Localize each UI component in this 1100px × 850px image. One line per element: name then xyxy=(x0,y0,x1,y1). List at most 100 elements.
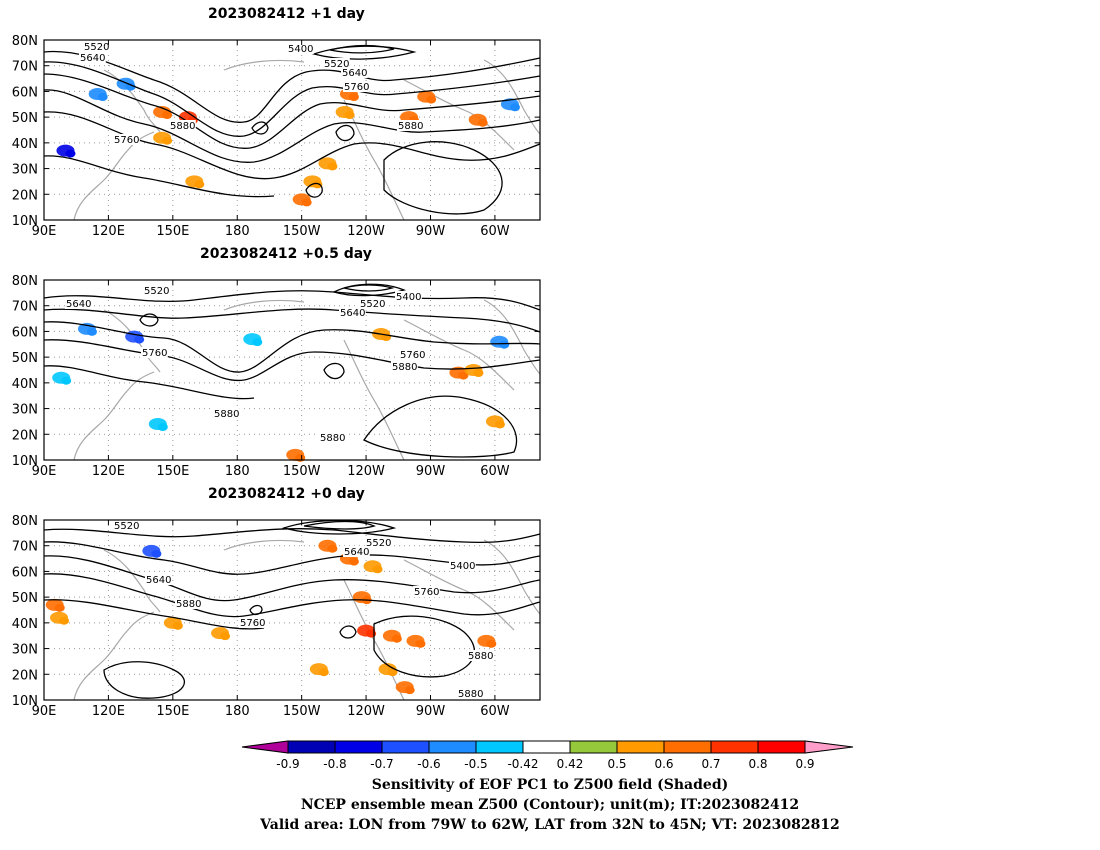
coastline xyxy=(223,539,305,551)
shading-spot xyxy=(220,632,231,641)
shading-spot xyxy=(65,149,76,158)
lon-tick-label: 90W xyxy=(416,704,446,719)
contour-label: 5520 xyxy=(84,42,109,53)
contour-label: 5520 xyxy=(324,59,349,70)
coastline xyxy=(403,79,515,151)
coastline xyxy=(483,539,541,615)
contour-label: 5520 xyxy=(114,521,139,532)
coastline xyxy=(483,59,541,135)
map-frame xyxy=(43,279,541,461)
shading-spot xyxy=(97,93,108,101)
lat-tick-label: 50N xyxy=(12,351,38,366)
lon-tick-label: 120E xyxy=(92,224,125,239)
contour-label: 5880 xyxy=(468,651,493,662)
lon-tick-label: 180 xyxy=(225,704,250,719)
shading-spot xyxy=(477,118,488,127)
grid-lines xyxy=(44,40,540,220)
contour-label-bg xyxy=(141,347,168,358)
contour-label: 5880 xyxy=(392,362,417,373)
contour-line xyxy=(305,182,323,198)
contour-label: 5520 xyxy=(360,299,385,310)
contour-line xyxy=(43,555,541,602)
shading-spot xyxy=(387,668,398,677)
coastline xyxy=(73,131,155,221)
grid-lines xyxy=(44,280,540,460)
contour-label: 5400 xyxy=(396,292,421,303)
lat-tick-label: 50N xyxy=(12,111,38,126)
contour-line xyxy=(43,599,265,630)
contour-label-bg xyxy=(319,432,346,443)
lon-tick-label: 150E xyxy=(156,704,189,719)
lat-tick-label: 40N xyxy=(12,137,38,152)
contour-label-bg xyxy=(287,43,314,54)
lat-tick-label: 10N xyxy=(12,694,38,709)
lon-tick-label: 90W xyxy=(416,224,446,239)
caption-line-2: NCEP ensemble mean Z500 (Contour); unit(… xyxy=(300,797,800,813)
contour-label: 5760 xyxy=(344,82,369,93)
coastline xyxy=(403,319,515,391)
z500-contours xyxy=(43,283,541,458)
contour-label-bg xyxy=(145,574,172,585)
colorbar-box xyxy=(616,740,665,754)
lon-tick-label: 120W xyxy=(347,464,385,479)
contour-label: 5520 xyxy=(144,286,169,297)
lon-tick-label: 150W xyxy=(283,704,321,719)
shading-spot xyxy=(61,376,72,385)
contour-line xyxy=(43,290,541,311)
panel-title-2: 2023082412 +0.5 day xyxy=(200,246,372,262)
coastline xyxy=(483,299,541,375)
contour-line xyxy=(249,604,263,616)
contour-line xyxy=(335,124,355,142)
colorbar-label: -0.8 xyxy=(323,757,346,771)
colorbar-label: 0.7 xyxy=(701,757,720,771)
coastlines xyxy=(73,299,541,461)
lon-tick-label: 150W xyxy=(283,464,321,479)
colorbar-label: -0.42 xyxy=(507,757,538,771)
colorbar-box xyxy=(334,740,383,754)
contour-label: 5400 xyxy=(288,44,313,55)
shading-spot xyxy=(301,198,312,207)
shading-spot xyxy=(458,371,469,380)
colorbar-label: 0.5 xyxy=(607,757,626,771)
contour-line xyxy=(43,155,275,198)
lon-tick-label: 150W xyxy=(283,224,321,239)
colorbar-label: 0.8 xyxy=(748,757,767,771)
lat-tick-label: 80N xyxy=(12,514,38,529)
colorbar-box xyxy=(381,740,430,754)
contour-label: 5880 xyxy=(458,689,483,700)
contour-label: 5520 xyxy=(366,538,391,549)
lat-tick-label: 70N xyxy=(12,540,38,555)
shading-spot xyxy=(194,180,205,189)
shading-spot xyxy=(509,103,520,112)
lat-tick-label: 10N xyxy=(12,214,38,229)
shading-spot xyxy=(372,565,383,574)
contour-label-bg xyxy=(467,650,494,661)
shading-spot xyxy=(172,621,183,630)
z500-contours xyxy=(43,44,541,215)
lon-tick-label: 180 xyxy=(225,464,250,479)
contour-line xyxy=(103,661,186,699)
lon-tick-label: 120E xyxy=(92,704,125,719)
contour-line xyxy=(43,50,541,123)
map-panel-3: 5520552056405640540057605880576058805880… xyxy=(12,514,541,719)
colorbar-label: 0.42 xyxy=(557,757,584,771)
shading-spot xyxy=(486,639,497,648)
lon-tick-label: 90W xyxy=(416,464,446,479)
contour-label-bg xyxy=(213,408,240,419)
contour-label: 5760 xyxy=(142,348,167,359)
lon-tick-label: 90E xyxy=(32,224,57,239)
lon-tick-label: 150E xyxy=(156,224,189,239)
shading-spot xyxy=(494,420,505,429)
shading-spot xyxy=(348,557,359,566)
contour-label: 5640 xyxy=(342,68,367,79)
lat-tick-label: 20N xyxy=(12,428,38,443)
contour-label-bg xyxy=(365,537,392,548)
shading-spot xyxy=(151,549,162,558)
contour-label: 5640 xyxy=(66,299,91,310)
contour-label-bg xyxy=(395,291,422,302)
contour-label-bg xyxy=(413,586,440,597)
colorbar-box xyxy=(757,740,806,754)
colorbar-label: -0.6 xyxy=(417,757,440,771)
shading-spot xyxy=(348,93,359,101)
